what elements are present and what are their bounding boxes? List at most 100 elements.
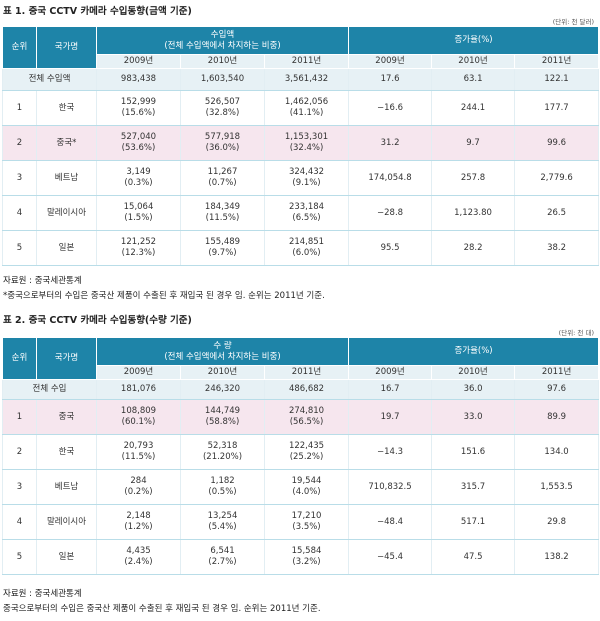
value-cell: 17,210 (3.5%) [263, 504, 350, 540]
country-cell: 한국 [36, 434, 97, 470]
growth-cell: 315.7 [431, 469, 516, 505]
year-header: 2010년 [431, 365, 516, 380]
country-header: 국가명 [36, 26, 97, 69]
growth-cell: 1,123.80 [431, 195, 516, 231]
value-cell: 3,561,432 [263, 68, 350, 91]
growth-cell: 17.6 [348, 68, 433, 91]
growth-cell: 28.2 [431, 230, 516, 266]
import-group-header: 수입액 (전체 수입액에서 차지하는 비중) [95, 26, 350, 55]
growth-cell: 16.7 [348, 379, 433, 400]
value-cell: 122,435 (25.2%) [263, 434, 350, 470]
value-cell: 144,749 (58.8%) [180, 399, 265, 435]
rank-cell: 1 [2, 90, 37, 126]
table-row: 3 베트남 3,149 (0.3%) 11,267 (0.7%) 324,432 (9… [2, 160, 600, 196]
year-header: 2011년 [263, 365, 350, 380]
value-cell: 246,320 [180, 379, 265, 400]
growth-cell: 134.0 [514, 434, 600, 470]
table1-footnote: *중국으로부터의 수입은 중국산 제품이 수출된 후 재입국 된 경우 임. 순… [3, 291, 325, 301]
growth-cell: −16.6 [348, 90, 433, 126]
table-row: 3 베트남 284 (0.2%) 1,182 (0.5%) 19,544 (4.0%)… [2, 469, 600, 505]
growth-cell: 97.6 [514, 379, 600, 400]
value-cell: 108,809 (60.1%) [96, 399, 181, 435]
table-row: 5 일본 121,252 (12.3%) 155,489 (9.7%) 214,85… [2, 230, 600, 266]
value-cell: 181,076 [96, 379, 181, 400]
total-row: 전체 수입 181,076 246,320 486,682 16.7 36.0 … [2, 379, 600, 400]
table2-unit: (단위: 천 대) [558, 329, 594, 337]
table-row: 2 중국* 527,040 (53.6%) 577,918 (36.0%) 1,15… [2, 125, 600, 161]
country-header: 국가명 [36, 337, 97, 380]
table-row: 4 말레이시아 2,148 (1.2%) 13,254 (5.4%) 17,210(… [2, 504, 600, 540]
growth-cell: 33.0 [431, 399, 516, 435]
growth-cell: 244.1 [431, 90, 516, 126]
value-cell: 2,148 (1.2%) [96, 504, 181, 540]
country-cell: 베트남 [36, 469, 97, 505]
table-row: 4 말레이시아 15,064 (1.5%) 184,349 (11.5%) 233,… [2, 195, 600, 231]
year-header: 2011년 [514, 365, 600, 380]
rank-cell: 1 [2, 399, 37, 435]
table-row: 5 일본 4,435 (2.4%) 6,541 (2.7%) 15,584 (3.2%… [2, 539, 600, 575]
rank-header: 순위 [2, 337, 37, 380]
year-header: 2011년 [263, 54, 350, 69]
rank-cell: 2 [2, 434, 37, 470]
growth-cell: 174,054.8 [348, 160, 433, 196]
value-cell: 1,603,540 [180, 68, 265, 91]
year-header: 2009년 [96, 365, 181, 380]
rank-cell: 3 [2, 160, 37, 196]
table1-source: 자료원 : 중국세관통계 [3, 276, 82, 286]
value-cell: 1,153,301 (32.4%) [263, 125, 350, 161]
growth-cell: 138.2 [514, 539, 600, 575]
rank-cell: 5 [2, 539, 37, 575]
growth-cell: 47.5 [431, 539, 516, 575]
value-cell: 121,252 (12.3%) [96, 230, 181, 266]
growth-cell: 122.1 [514, 68, 600, 91]
country-cell: 베트남 [36, 160, 97, 196]
growth-cell: 95.5 [348, 230, 433, 266]
growth-cell: 38.2 [514, 230, 600, 266]
year-header: 2010년 [180, 54, 265, 69]
value-cell: 52,318 (21.20%) [180, 434, 265, 470]
value-cell: 184,349 (11.5%) [180, 195, 265, 231]
growth-cell: 9.7 [431, 125, 516, 161]
value-cell: 983,438 [96, 68, 181, 91]
growth-group-header: 증가율(%) [348, 26, 600, 55]
table1-unit: (단위: 천 달러) [552, 18, 594, 26]
rank-cell: 4 [2, 504, 37, 540]
country-cell: 일본 [36, 230, 97, 266]
growth-cell: −48.4 [348, 504, 433, 540]
growth-cell: 99.6 [514, 125, 600, 161]
growth-cell: 19.7 [348, 399, 433, 435]
total-row: 전체 수입액 983,438 1,603,540 3,561,432 17.6 … [2, 68, 600, 91]
growth-cell: 177.7 [514, 90, 600, 126]
growth-cell: −14.3 [348, 434, 433, 470]
country-cell: 중국 [36, 399, 97, 435]
country-cell: 말레이시아 [36, 504, 97, 540]
value-cell: 1,182 (0.5%) [180, 469, 265, 505]
table-row: 2 한국 20,793 (11.5%) 52,318 (21.20%) 122,43… [2, 434, 600, 470]
value-cell: 526,507 (32.8%) [180, 90, 265, 126]
country-cell: 중국* [36, 125, 97, 161]
year-header: 2009년 [96, 54, 181, 69]
value-cell: 1,462,056 (41.1%) [263, 90, 350, 126]
value-cell: 15,584 (3.2%) [263, 539, 350, 575]
rank-cell: 3 [2, 469, 37, 505]
table-row: 1 중국 108,809 (60.1%) 144,749 (58.8%) 274,8… [2, 399, 600, 435]
value-cell: 15,064 (1.5%) [96, 195, 181, 231]
import-group-line1: 수 량 [213, 340, 232, 351]
growth-cell: −45.4 [348, 539, 433, 575]
year-header: 2009년 [348, 54, 433, 69]
growth-cell: 2,779.6 [514, 160, 600, 196]
growth-cell: 63.1 [431, 68, 516, 91]
value-cell: 152,999 (15.6%) [96, 90, 181, 126]
value-cell: 3,149 (0.3%) [96, 160, 181, 196]
growth-cell: 31.2 [348, 125, 433, 161]
growth-cell: 151.6 [431, 434, 516, 470]
value-cell: 233,184 (6.5%) [263, 195, 350, 231]
year-header: 2011년 [514, 54, 600, 69]
growth-cell: 29.8 [514, 504, 600, 540]
rank-header: 순위 [2, 26, 37, 69]
value-cell: 486,682 [263, 379, 350, 400]
table1-title: 표 1. 중국 CCTV 카메라 수입동향(금액 기준) [3, 6, 192, 17]
table2-footnote: 중국으로부터의 수입은 중국산 제품이 수출된 후 재입국 된 경우 임. 순위… [3, 604, 321, 614]
value-cell: 4,435 (2.4%) [96, 539, 181, 575]
value-cell: 20,793 (11.5%) [96, 434, 181, 470]
